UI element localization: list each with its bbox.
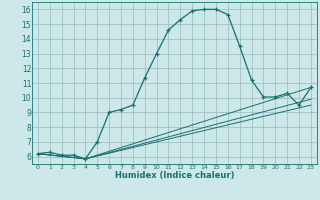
X-axis label: Humidex (Indice chaleur): Humidex (Indice chaleur) <box>115 171 234 180</box>
